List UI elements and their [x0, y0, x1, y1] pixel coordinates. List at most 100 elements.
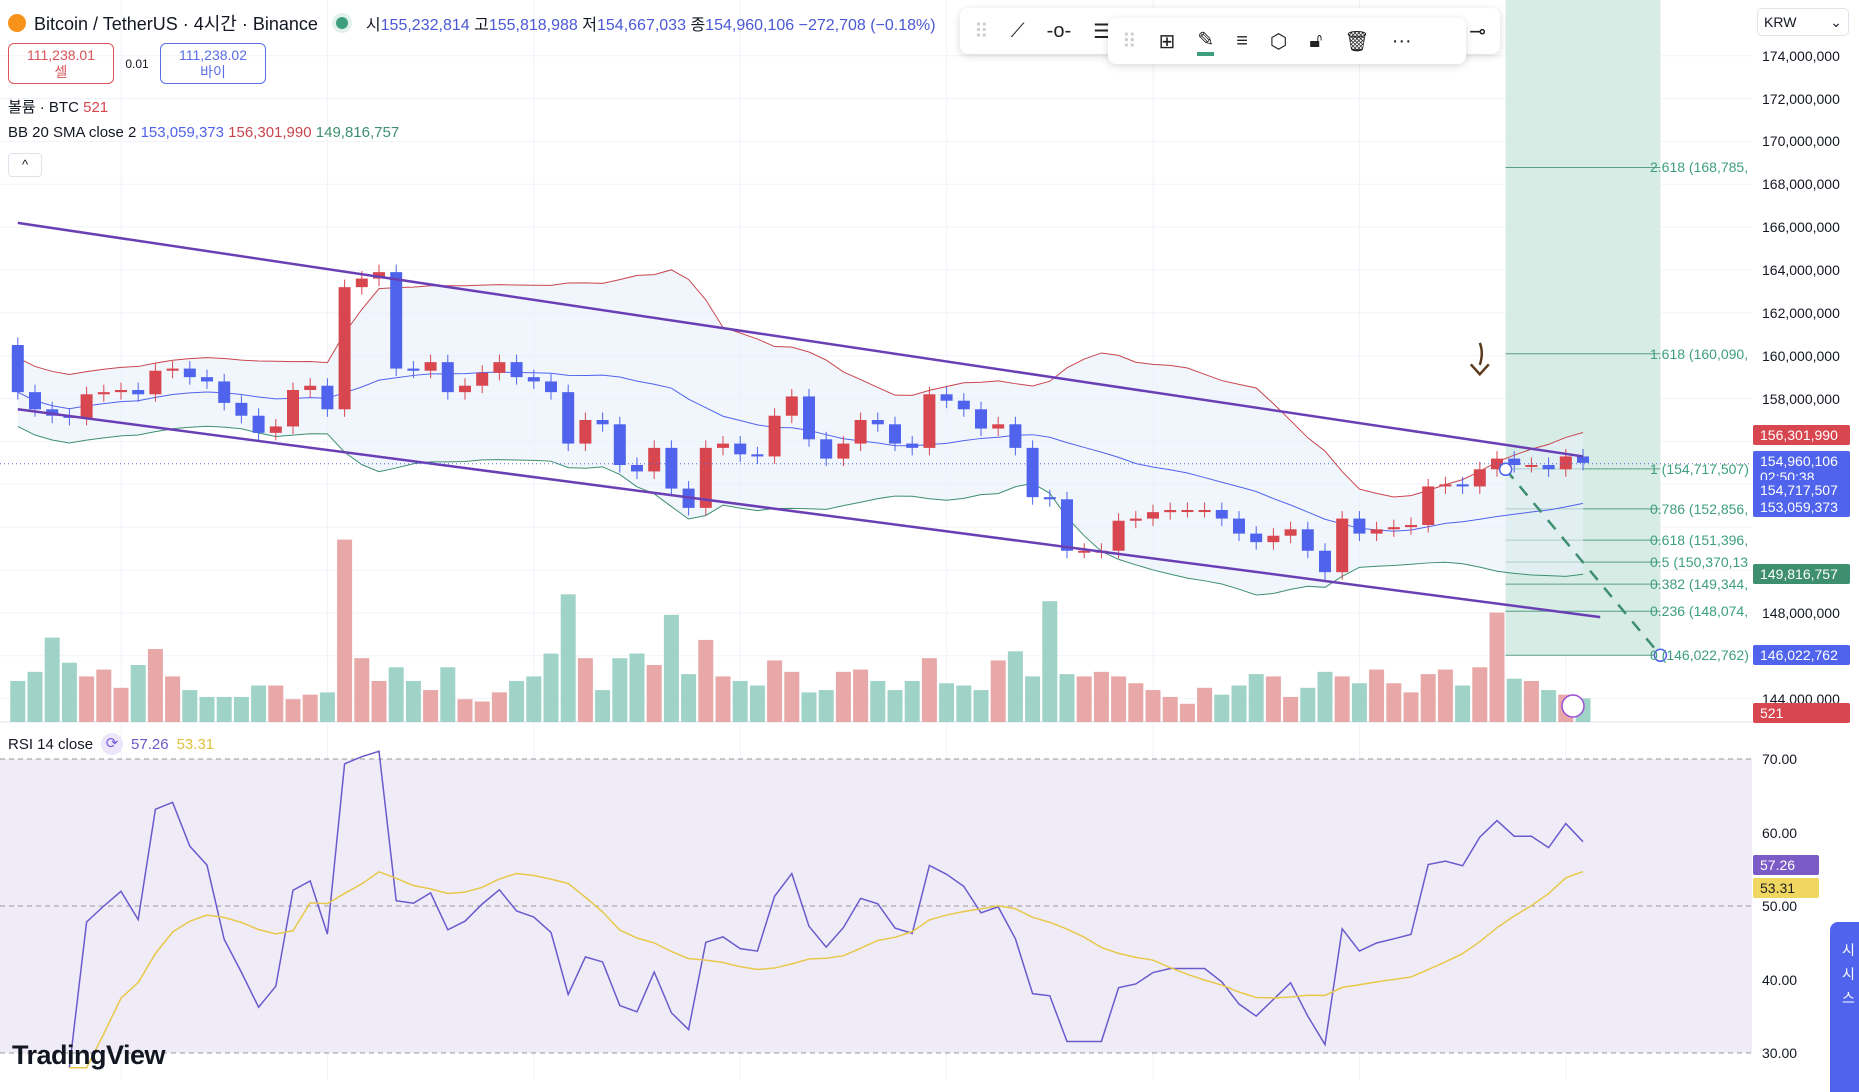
rsi-value: 57.26 [131, 735, 169, 753]
candle-body [321, 385, 334, 410]
volume-bar [921, 658, 937, 722]
high-label: 고 [474, 17, 489, 34]
tradingview-logo[interactable]: TradingView [12, 1040, 166, 1070]
volume-bar [1197, 687, 1213, 722]
candle-body [1112, 520, 1125, 551]
candle-body [613, 424, 626, 466]
candle-body [1215, 510, 1228, 519]
rsi-tick: 50.00 [1762, 898, 1798, 914]
bb-legend[interactable]: BB 20 SMA close 2 153,059,373 156,301,99… [8, 124, 399, 141]
refresh-icon[interactable]: ⟳ [101, 733, 124, 755]
volume-bar [1437, 669, 1453, 722]
candle-body [527, 377, 540, 382]
volume-bar [44, 637, 60, 722]
fib-label: 0.382 (149,344, [1650, 576, 1749, 593]
delete-icon[interactable]: 🗑︎ [1344, 30, 1370, 53]
candle-body [803, 396, 815, 440]
candle-body [940, 394, 953, 401]
close-value: 154,960,106 [705, 17, 795, 34]
line-style-icon[interactable]: ≡ [1236, 29, 1248, 52]
volume-bar [61, 662, 77, 722]
symbol-title[interactable]: Bitcoin / TetherUS · 4시간 · Binance [34, 14, 318, 34]
candle-body [1439, 484, 1452, 487]
buy-price: 111,238.02 [179, 47, 247, 63]
candle-body [1181, 510, 1194, 513]
add-template-icon[interactable]: ⊞ [1158, 30, 1176, 53]
candle-body [1129, 518, 1142, 521]
volume-bar [165, 676, 181, 722]
bb-lower-value: 149,816,757 [315, 124, 400, 141]
volume-bar [1351, 683, 1367, 722]
settings-icon[interactable]: ⬡ [1269, 30, 1288, 53]
change-value: −272,708 (−0.18%) [798, 17, 936, 34]
volume-bar [560, 594, 576, 722]
currency-select[interactable]: KRW ⌄ [1757, 8, 1849, 36]
volume-bar [1145, 690, 1161, 722]
candle-body [975, 409, 987, 429]
rsi-ma-value: 53.31 [176, 735, 215, 753]
channel-line [17, 408, 1601, 619]
volume-bar [749, 685, 765, 722]
candle-body [493, 362, 506, 373]
candle-body [1542, 465, 1555, 470]
volume-bar [1455, 685, 1471, 722]
volume-bar [509, 680, 525, 722]
volume-value: 521 [83, 99, 109, 116]
volume-bar [27, 671, 43, 722]
candle-body [1233, 518, 1245, 534]
volume-bar [96, 669, 112, 722]
fib-tools-icon[interactable]: ☰ [1093, 20, 1112, 43]
lightning-icon [1561, 694, 1585, 718]
candle-body [717, 443, 729, 448]
candle-body [1043, 497, 1056, 500]
fib-retracement-icon[interactable]: ⊸ [1469, 20, 1486, 43]
price-tick: 162,000,000 [1762, 304, 1840, 321]
volume-bar [457, 699, 473, 722]
bb-upper-line [17, 269, 1584, 498]
candle-body [201, 377, 213, 382]
unlock-icon[interactable]: 🔓︎ [1309, 29, 1323, 52]
sell-button[interactable]: 111,238.01 셀 [8, 43, 114, 84]
open-value: 155,232,814 [380, 17, 470, 34]
drawing-toolbar: ⠿ ⊞ ✎ ≡ ⬡ 🔓︎ 🗑︎ ··· [1108, 18, 1466, 64]
candle-body [166, 368, 179, 371]
volume-bar [1489, 612, 1505, 722]
volume-bar [440, 667, 456, 722]
candle-body [1164, 510, 1177, 513]
drag-handle-icon[interactable]: ⠿ [1122, 30, 1137, 53]
volume-bar [1317, 671, 1333, 722]
pencil-color-icon[interactable]: ✎ [1197, 27, 1215, 56]
more-icon[interactable]: ··· [1391, 29, 1412, 52]
trend-line-icon[interactable]: ⟋ [1010, 19, 1025, 42]
volume-legend[interactable]: 볼륨 · BTC 521 [8, 96, 108, 117]
buy-button[interactable]: 111,238.02 바이 [160, 43, 266, 84]
open-label: 시 [365, 17, 381, 34]
volume-bar [784, 671, 800, 722]
candle-body [510, 362, 523, 378]
projection-line [1504, 468, 1662, 657]
volume-bar [1059, 674, 1075, 722]
price-axis[interactable] [1752, 0, 1859, 1080]
collapse-legend-button[interactable]: ^ [8, 153, 42, 177]
price-tick: 160,000,000 [1762, 347, 1840, 364]
volume-bar [681, 674, 697, 722]
candle-body [1267, 535, 1280, 543]
candle-body [889, 424, 901, 444]
rsi-ma-value-label: 53.31 [1753, 877, 1819, 898]
volume-bar [1523, 680, 1539, 722]
candle-body [80, 394, 93, 418]
candle-body [390, 272, 403, 369]
candle-body [11, 345, 24, 393]
rsi-legend[interactable]: RSI 14 close ⟳ 57.26 53.31 [8, 733, 214, 755]
horizontal-ray-icon[interactable]: -o- [1046, 19, 1072, 42]
volume-bar [1179, 703, 1195, 722]
volume-bar [1386, 683, 1402, 722]
candle-body [1405, 525, 1417, 528]
price-label: 521 [1753, 702, 1850, 723]
candle-body [751, 454, 764, 457]
volume-bar [1300, 687, 1316, 722]
candle-body [699, 447, 712, 508]
drag-handle-icon[interactable]: ⠿ [974, 20, 989, 43]
side-popup[interactable]: 시 시 스 [1830, 922, 1859, 1092]
chart-canvas[interactable] [0, 0, 1752, 1080]
